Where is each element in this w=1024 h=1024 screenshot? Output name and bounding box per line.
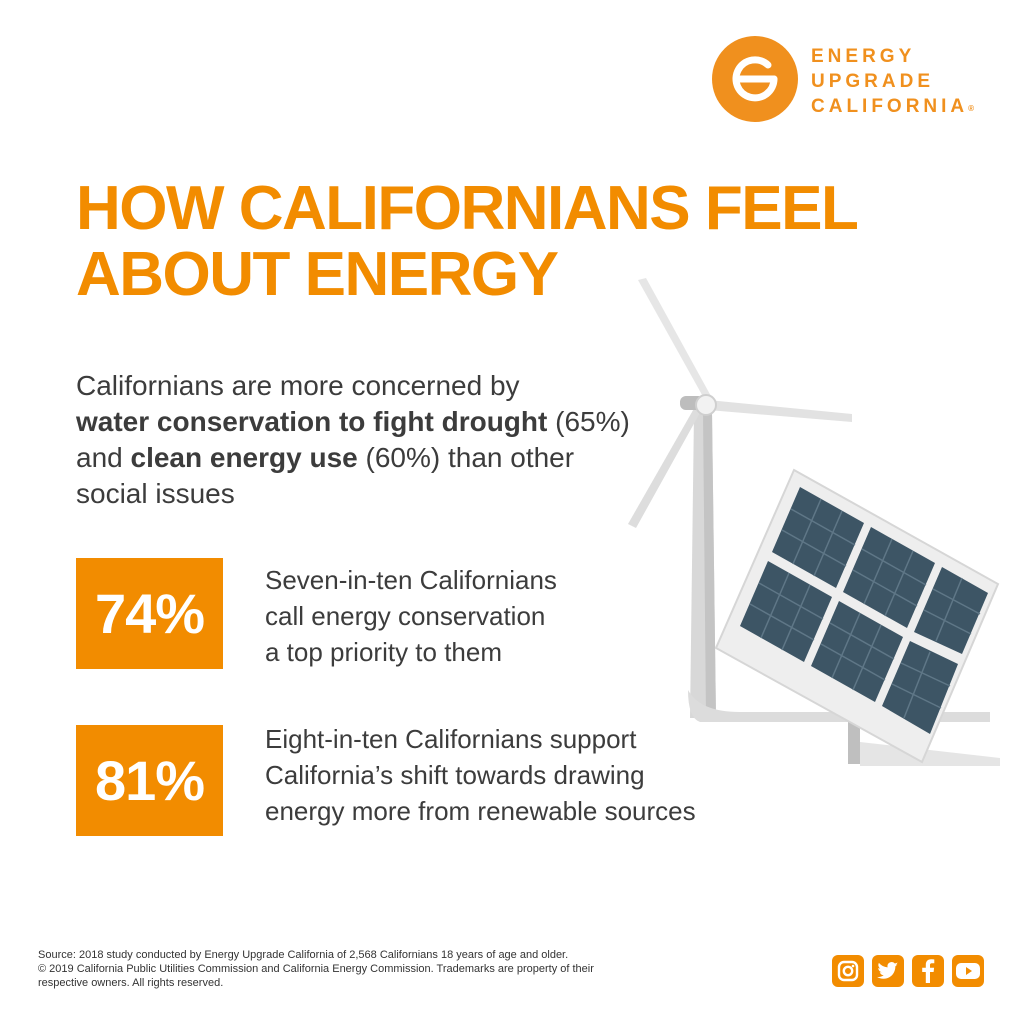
brand-wordmark: ENERGY UPGRADE CALIFORNIA® [811,44,974,119]
twitter-icon[interactable] [872,955,904,987]
source-footnote: Source: 2018 study conducted by Energy U… [38,948,718,990]
stat-1-line-1: Seven-in-ten Californians [265,565,557,595]
intro-paragraph: Californians are more concerned by water… [76,368,676,512]
brand-line-2: UPGRADE [811,71,935,92]
stat-2-line-2: California’s shift towards drawing [265,760,645,790]
wind-solar-illustration [628,278,1000,766]
brand-logo: ENERGY UPGRADE CALIFORNIA® [712,36,1002,126]
youtube-icon[interactable] [952,955,984,987]
social-links [832,955,992,991]
brand-logo-mark-icon [712,36,798,122]
stat-1-line-3: a top priority to them [265,637,502,667]
stat-box-81: 81% [76,725,223,836]
intro-text-1: Californians are more concerned by [76,370,520,401]
page-title: HOW CALIFORNIANS FEEL ABOUT ENERGY [76,176,956,308]
stat-2-line-3: energy more from renewable sources [265,796,696,826]
title-line-2: ABOUT ENERGY [76,240,559,309]
stat-text-1: Seven-in-ten Californians call energy co… [265,562,785,670]
stat-2-line-1: Eight-in-ten Californians support [265,724,637,754]
footnote-line-2: © 2019 California Public Utilities Commi… [38,963,594,975]
brand-line-1: ENERGY [811,46,916,67]
intro-text-3: and [76,442,131,473]
intro-text-2: (65%) [547,406,630,437]
instagram-icon[interactable] [832,955,864,987]
intro-text-5: social issues [76,478,235,509]
footnote-line-1: Source: 2018 study conducted by Energy U… [38,949,569,961]
title-line-1: HOW CALIFORNIANS FEEL [76,174,859,243]
facebook-icon[interactable] [912,955,944,987]
stat-1-line-2: call energy conservation [265,601,546,631]
registered-mark: ® [968,104,975,113]
footnote-line-3: respective owners. All rights reserved. [38,977,224,989]
stat-box-74: 74% [76,558,223,669]
brand-line-3: CALIFORNIA [811,96,969,117]
solar-panel-icon [714,468,1000,766]
stat-text-2: Eight-in-ten Californians support Califo… [265,721,785,829]
intro-bold-water: water conservation to fight drought [76,406,548,437]
intro-text-4: (60%) than other [357,442,575,473]
intro-bold-clean-energy: clean energy use [130,442,358,473]
